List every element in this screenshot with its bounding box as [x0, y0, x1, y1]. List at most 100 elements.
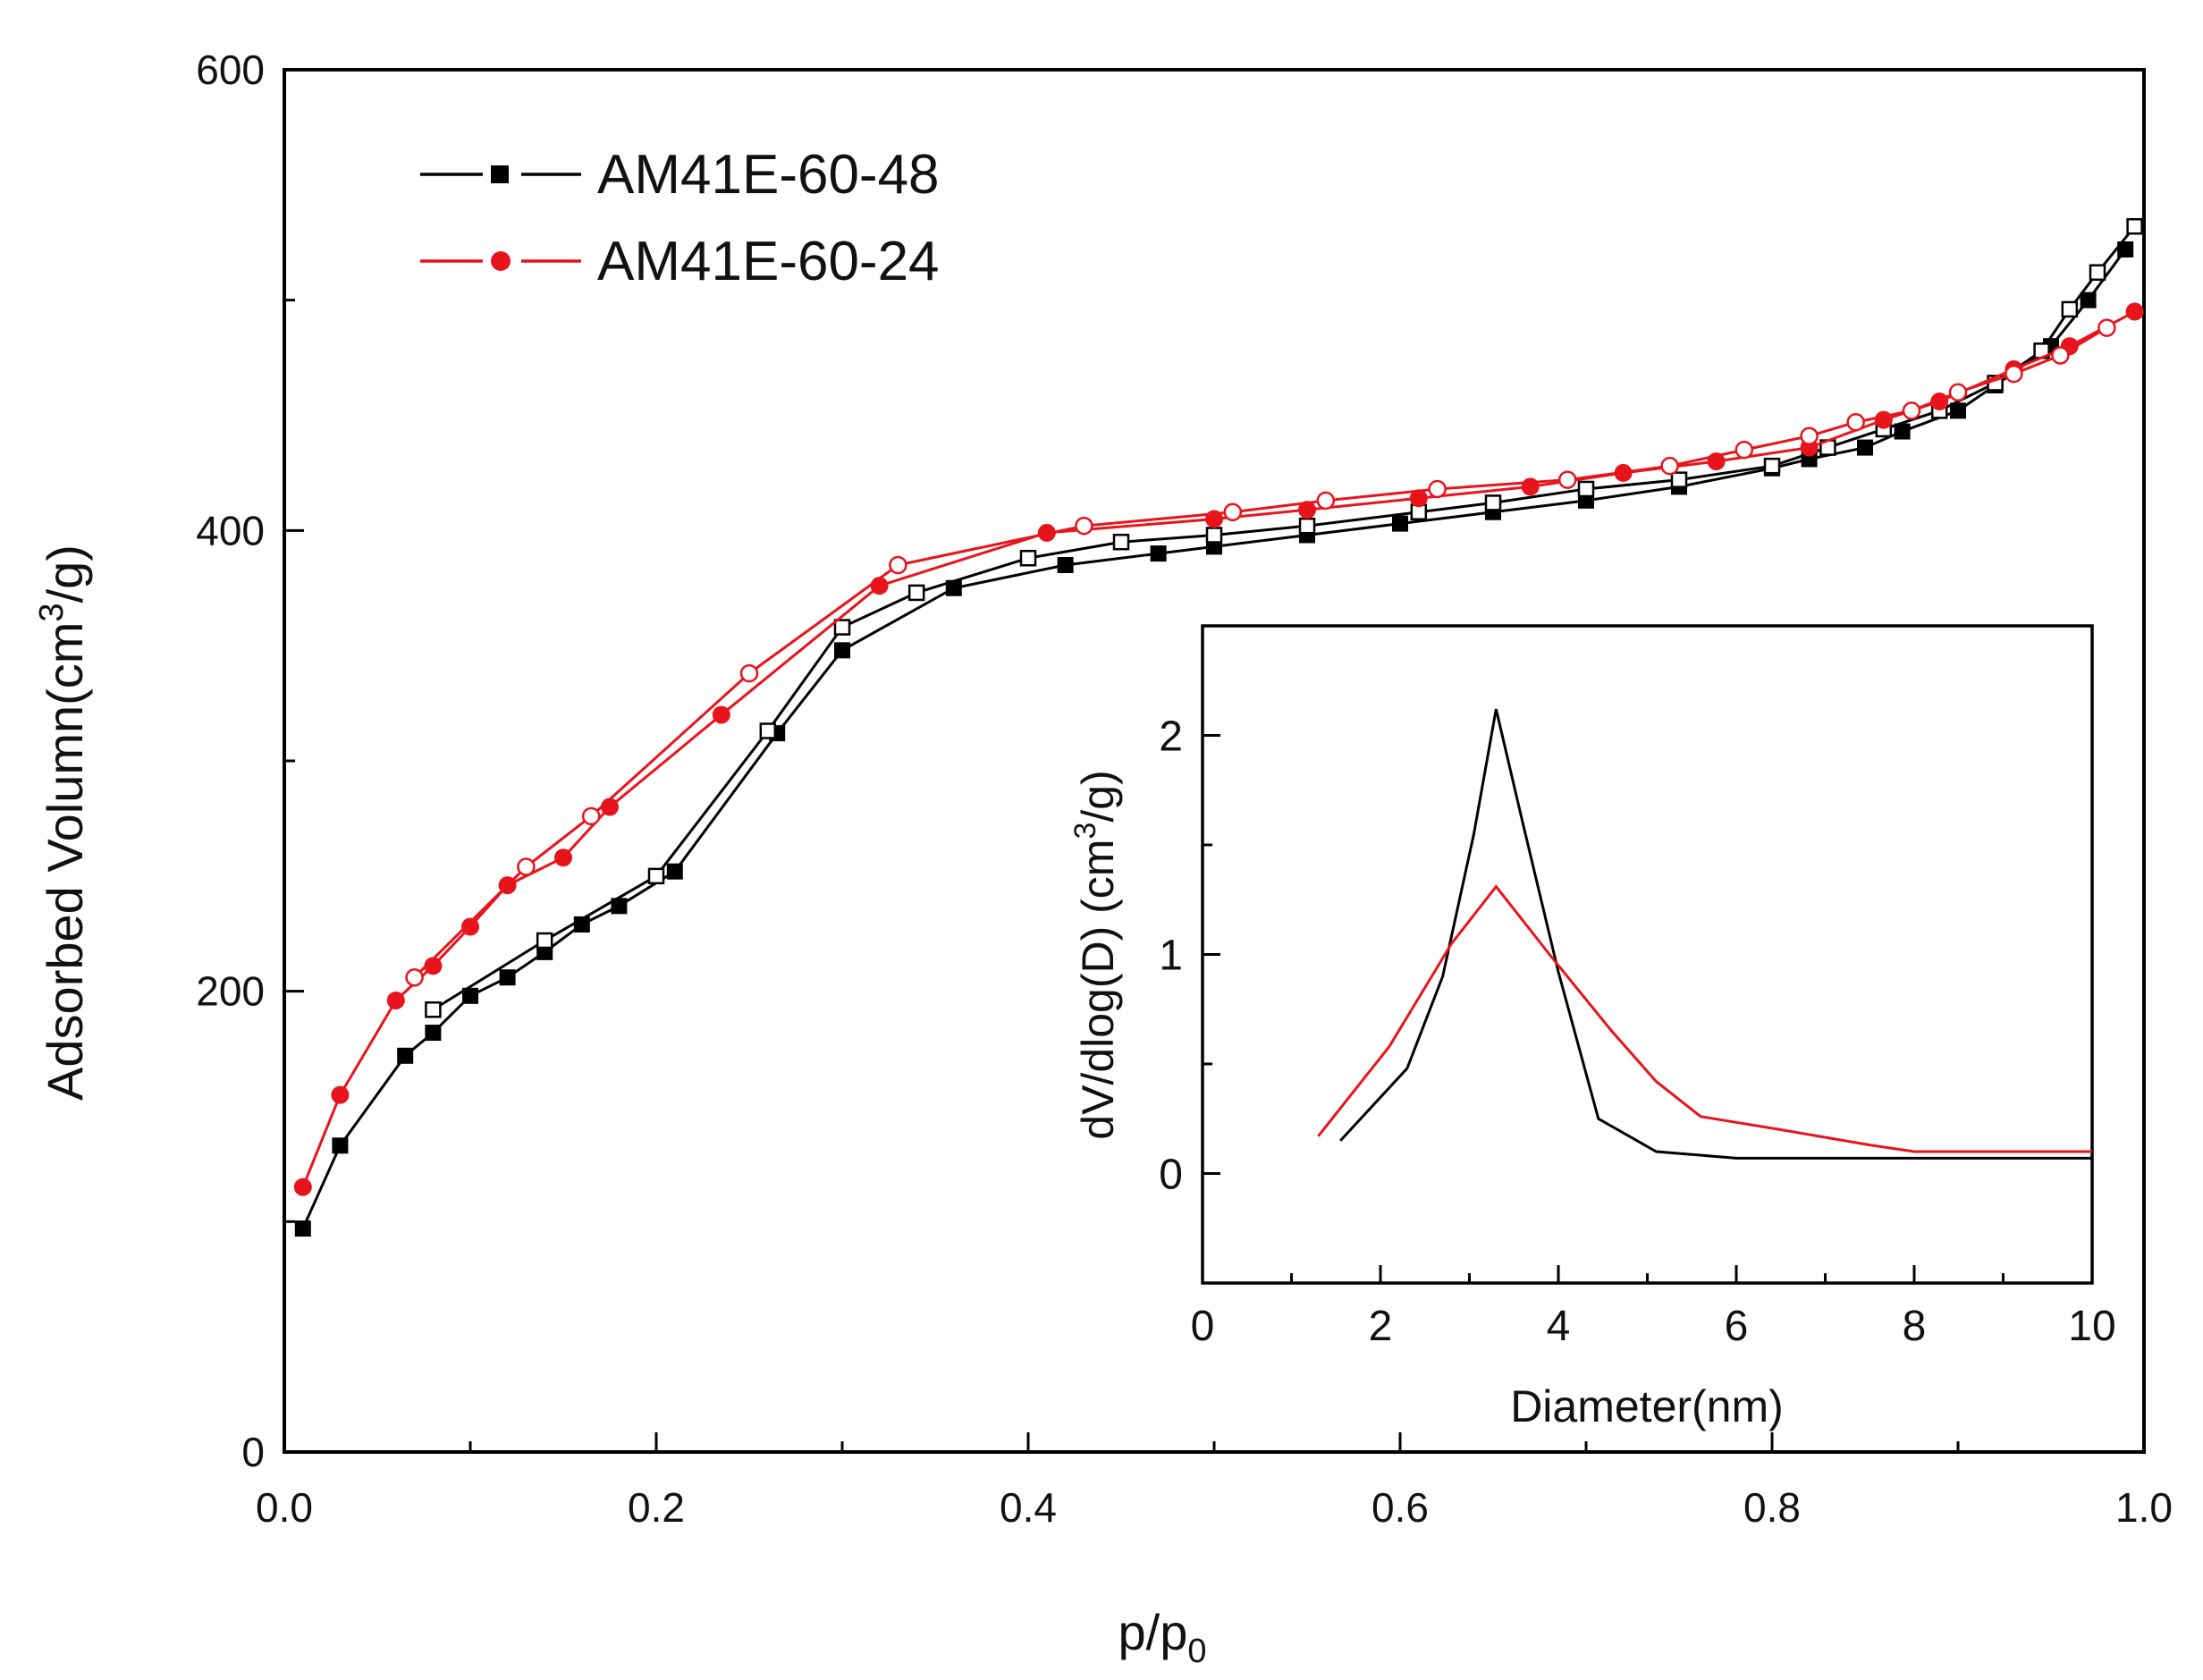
data-point: [1521, 477, 1540, 496]
data-point: [1948, 383, 1968, 401]
data-point: [907, 584, 925, 602]
data-point: [1846, 412, 1865, 432]
legend: AM41E-60-48 AM41E-60-24: [420, 144, 940, 292]
data-point: [517, 857, 536, 876]
data-point: [759, 722, 777, 739]
legend-marker-square: [491, 165, 509, 183]
data-point: [1857, 439, 1873, 456]
data-point: [461, 917, 479, 936]
main-y-tick-labels: 0 200 400 600: [196, 46, 265, 1475]
x-tick-label: 0.4: [1000, 1484, 1057, 1531]
inset-x-tick-label: 10: [2068, 1303, 2115, 1350]
data-point: [833, 619, 851, 636]
inset-x-tick-label: 2: [1369, 1303, 1393, 1350]
data-point: [1484, 494, 1502, 511]
main-x-tick-labels: 0.0 0.2 0.4 0.6 0.8 1.0: [256, 1484, 2173, 1531]
inset-y-tick-labels: 0 1 2: [1159, 713, 1183, 1199]
series-am41e-60-24-desorption: [405, 318, 2116, 987]
y-tick-label: 200: [196, 968, 265, 1015]
data-point: [1409, 489, 1428, 508]
x-tick-label: 0.6: [1372, 1484, 1429, 1531]
data-point: [1298, 517, 1316, 535]
data-point: [1894, 423, 1911, 440]
data-point: [1950, 402, 1966, 419]
data-point: [424, 957, 443, 975]
inset-series-am41e-60-48: [1339, 708, 2092, 1160]
data-point: [834, 642, 850, 659]
data-point: [294, 1220, 311, 1237]
inset-x-tick-labels: 0 2 4 6 8 10: [1191, 1303, 2116, 1350]
data-point: [1150, 545, 1167, 562]
data-point: [2061, 300, 2079, 318]
inset-axis-ticks: [1201, 624, 2094, 1285]
data-point: [1112, 533, 1130, 551]
legend-marker-circle: [491, 251, 511, 271]
data-point: [1298, 501, 1316, 519]
y-tick-label: 0: [241, 1429, 265, 1475]
data-point: [2089, 264, 2106, 281]
inset-y-tick-label: 2: [1159, 713, 1183, 761]
data-point: [462, 987, 478, 1004]
legend-item-am41e-60-24: AM41E-60-24: [420, 231, 940, 292]
inset-x-tick-label: 0: [1191, 1303, 1215, 1350]
data-point: [739, 663, 759, 683]
inset-plot-frame: [1201, 624, 2094, 1285]
data-point: [1874, 410, 1893, 429]
inset-y-tick-label: 1: [1159, 933, 1183, 980]
data-point: [1670, 471, 1688, 488]
data-point: [889, 555, 907, 575]
data-point: [2117, 241, 2134, 257]
data-point: [499, 969, 516, 986]
data-point: [1557, 470, 1577, 489]
data-point: [2080, 291, 2097, 308]
main-series-layer: [293, 217, 2144, 1237]
y-tick-label: 400: [196, 507, 265, 553]
x-tick-label: 0.8: [1743, 1484, 1801, 1531]
data-point: [1577, 480, 1595, 498]
x-tick-label: 1.0: [2115, 1484, 2173, 1531]
x-tick-label: 0.2: [628, 1484, 685, 1531]
data-point: [945, 579, 962, 596]
legend-label: AM41E-60-24: [597, 231, 940, 292]
data-point: [1205, 527, 1223, 544]
data-point: [1019, 550, 1037, 567]
legend-item-am41e-60-48: AM41E-60-48: [420, 144, 940, 206]
inset-series-am41e-60-24: [1317, 884, 2092, 1153]
data-point: [1428, 479, 1447, 499]
data-point: [2097, 318, 2116, 337]
data-point: [2005, 364, 2023, 384]
data-point: [1392, 515, 1408, 532]
data-point: [1660, 456, 1679, 476]
data-point: [2126, 217, 2143, 235]
data-point: [666, 863, 683, 880]
x-axis-title: p/p0: [1118, 1604, 1207, 1670]
data-point: [1223, 502, 1243, 521]
data-point: [331, 1085, 350, 1104]
data-point: [712, 705, 730, 724]
data-point: [1735, 440, 1754, 460]
data-point: [611, 898, 628, 915]
data-point: [1800, 426, 1819, 445]
data-point: [425, 1001, 442, 1018]
data-point: [581, 806, 601, 826]
inset-x-tick-label: 6: [1725, 1303, 1749, 1350]
data-point: [554, 848, 572, 867]
series-am41e-60-48-adsorption: [294, 241, 2134, 1237]
y-tick-label: 600: [196, 46, 265, 93]
inset-series-layer: [1317, 708, 2092, 1160]
inset-x-tick-label: 8: [1903, 1303, 1927, 1350]
data-point: [293, 1178, 312, 1196]
data-point: [2051, 346, 2070, 365]
data-point: [405, 967, 424, 987]
data-point: [1316, 491, 1336, 511]
legend-label: AM41E-60-48: [597, 144, 940, 206]
x-tick-label: 0.0: [256, 1484, 313, 1531]
data-point: [1057, 556, 1074, 573]
data-point: [332, 1137, 349, 1154]
main-axis-ticks: [283, 68, 2146, 1454]
data-point: [397, 1047, 414, 1064]
inset-y-axis-title: dV/dlog(D) (cm3/g): [1068, 770, 1123, 1139]
data-point: [536, 932, 553, 950]
data-point: [1902, 401, 1921, 420]
